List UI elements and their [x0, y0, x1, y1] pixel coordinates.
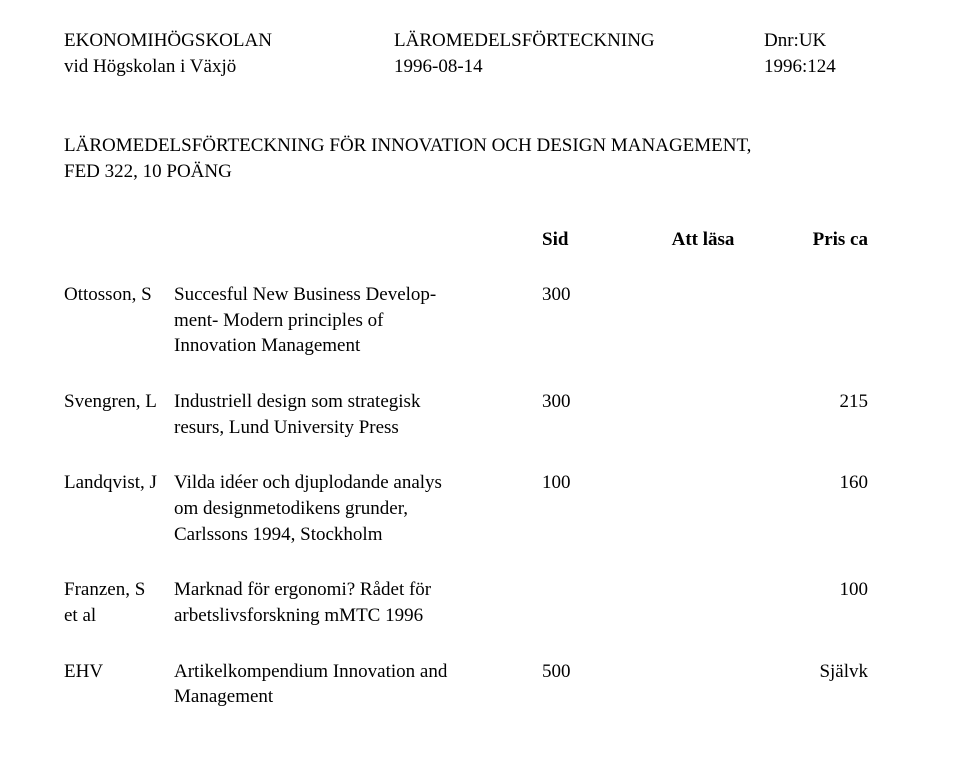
document-page: EKONOMIHÖGSKOLAN LÄROMEDELSFÖRTECKNING D…	[0, 0, 960, 710]
entry-sid: 300	[542, 282, 638, 359]
entry-description-line: ment- Modern principles of	[174, 308, 522, 334]
entry-description-line: Innovation Management	[174, 333, 522, 359]
entry-pris: 100	[768, 577, 868, 628]
entry-description-line: resurs, Lund University Press	[174, 415, 522, 441]
entry-pris: 215	[768, 389, 868, 440]
entry-row: Ottosson, SSuccesful New Business Develo…	[64, 282, 896, 359]
entry-description: Artikelkompendium Innovation andManageme…	[174, 659, 542, 710]
entry-author-line: Ottosson, S	[64, 282, 174, 308]
header-institution-sub: vid Högskolan i Växjö	[64, 54, 394, 80]
entry-sid: 300	[542, 389, 638, 440]
header-row-2: vid Högskolan i Växjö 1996-08-14 1996:12…	[64, 54, 896, 80]
entry-att-lasa	[638, 659, 768, 710]
entry-att-lasa	[638, 282, 768, 359]
entry-description-line: om designmetodikens grunder,	[174, 496, 522, 522]
entry-sid: 100	[542, 470, 638, 547]
entry-description-line: Industriell design som strategisk	[174, 389, 522, 415]
entries-list: Ottosson, SSuccesful New Business Develo…	[64, 282, 896, 710]
document-title: LÄROMEDELSFÖRTECKNING FÖR INNOVATION OCH…	[64, 133, 896, 184]
entry-row: Franzen, Set alMarknad för ergonomi? Råd…	[64, 577, 896, 628]
colhead-spacer	[64, 227, 542, 253]
colhead-sid: Sid	[542, 227, 638, 253]
entry-att-lasa	[638, 389, 768, 440]
entry-description-line: Artikelkompendium Innovation and	[174, 659, 522, 685]
entry-author: Svengren, L	[64, 389, 174, 440]
header-ref: 1996:124	[764, 54, 894, 80]
entry-description: Marknad för ergonomi? Rådet förarbetsliv…	[174, 577, 542, 628]
entry-author: Landqvist, J	[64, 470, 174, 547]
entry-author-line: Franzen, S	[64, 577, 174, 603]
entry-att-lasa	[638, 470, 768, 547]
entry-author: Ottosson, S	[64, 282, 174, 359]
entry-att-lasa	[638, 577, 768, 628]
entry-description-line: Vilda idéer och djuplodande analys	[174, 470, 522, 496]
header-date: 1996-08-14	[394, 54, 764, 80]
entry-author-line: et al	[64, 603, 174, 629]
entry-row: Svengren, LIndustriell design som strate…	[64, 389, 896, 440]
colhead-att-lasa: Att läsa	[638, 227, 768, 253]
entry-author: EHV	[64, 659, 174, 710]
entry-row: Landqvist, JVilda idéer och djuplodande …	[64, 470, 896, 547]
entry-description-line: Marknad för ergonomi? Rådet för	[174, 577, 522, 603]
column-headers: Sid Att läsa Pris ca	[64, 227, 896, 253]
colhead-pris-ca: Pris ca	[768, 227, 868, 253]
entry-sid: 500	[542, 659, 638, 710]
header-row-1: EKONOMIHÖGSKOLAN LÄROMEDELSFÖRTECKNING D…	[64, 28, 896, 54]
title-line-1: LÄROMEDELSFÖRTECKNING FÖR INNOVATION OCH…	[64, 133, 896, 159]
entry-description: Succesful New Business Develop-ment- Mod…	[174, 282, 542, 359]
entry-author: Franzen, Set al	[64, 577, 174, 628]
entry-description-line: arbetslivsforskning mMTC 1996	[174, 603, 522, 629]
entry-sid	[542, 577, 638, 628]
header-doc-type: LÄROMEDELSFÖRTECKNING	[394, 28, 764, 54]
header-institution: EKONOMIHÖGSKOLAN	[64, 28, 394, 54]
entry-description-line: Carlssons 1994, Stockholm	[174, 522, 522, 548]
entry-description-line: Succesful New Business Develop-	[174, 282, 522, 308]
header-dnr: Dnr:UK	[764, 28, 894, 54]
entry-author-line: Landqvist, J	[64, 470, 174, 496]
entry-pris: 160	[768, 470, 868, 547]
entry-pris	[768, 282, 868, 359]
entry-row: EHVArtikelkompendium Innovation andManag…	[64, 659, 896, 710]
entry-description: Vilda idéer och djuplodande analysom des…	[174, 470, 542, 547]
entry-author-line: EHV	[64, 659, 174, 685]
entry-description-line: Management	[174, 684, 522, 710]
entry-pris: Självk	[768, 659, 868, 710]
title-line-2: FED 322, 10 POÄNG	[64, 159, 896, 185]
entry-author-line: Svengren, L	[64, 389, 174, 415]
entry-description: Industriell design som strategiskresurs,…	[174, 389, 542, 440]
